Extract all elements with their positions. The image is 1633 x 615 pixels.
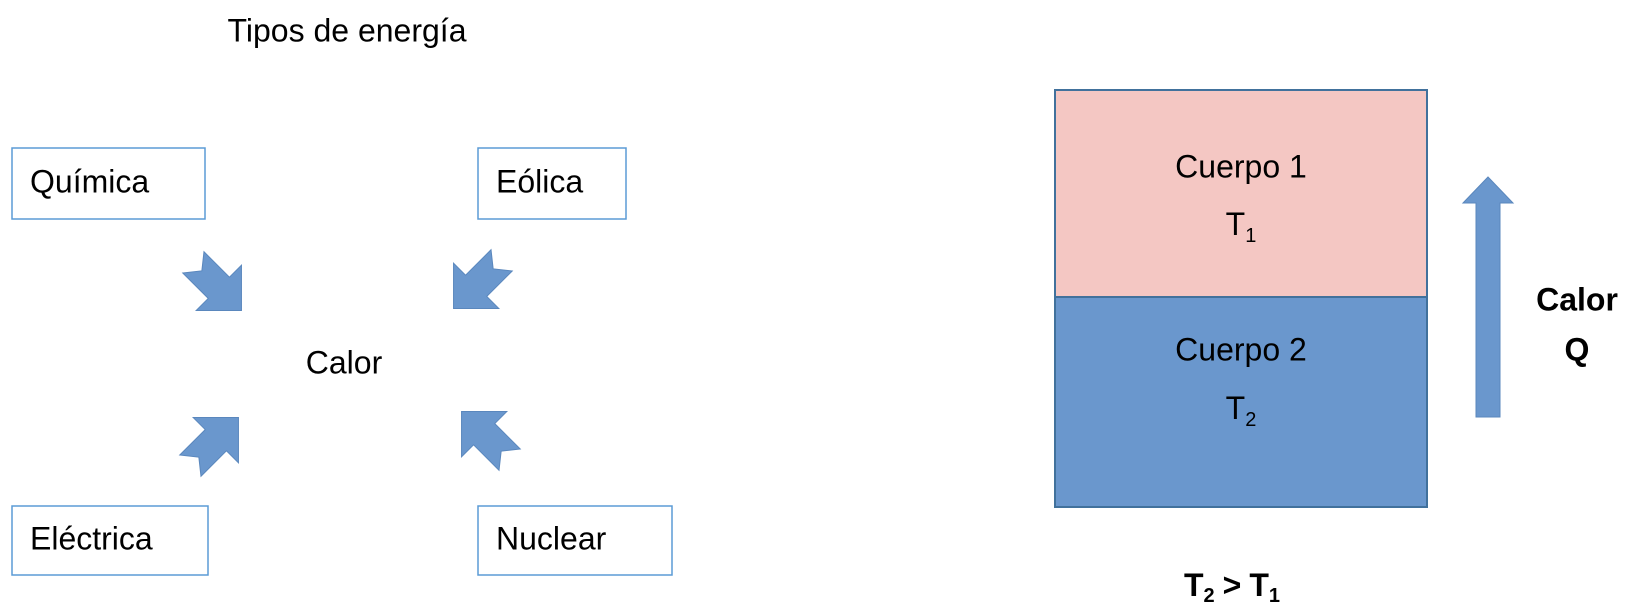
cond-symbol: T bbox=[1184, 567, 1204, 603]
flow-label: Calor bbox=[1536, 281, 1618, 317]
temp-symbol: T bbox=[1226, 390, 1246, 426]
arrow bbox=[181, 250, 242, 311]
body-label: Cuerpo 1 bbox=[1175, 148, 1307, 184]
arrow bbox=[453, 248, 514, 309]
body-label: Cuerpo 2 bbox=[1175, 331, 1307, 367]
temp-symbol: T bbox=[1226, 206, 1246, 242]
cond-sub: 2 bbox=[1204, 585, 1215, 607]
source-label: Química bbox=[30, 163, 149, 199]
source-label: Eólica bbox=[496, 163, 583, 199]
body-temp: T2 bbox=[1226, 390, 1257, 431]
body-hot bbox=[1054, 89, 1428, 298]
arrows bbox=[178, 248, 522, 478]
source-box bbox=[477, 147, 627, 220]
body-temp: T1 bbox=[1226, 206, 1257, 247]
source-box bbox=[477, 505, 673, 576]
title: Tipos de energía bbox=[228, 12, 467, 48]
temp-sub: 2 bbox=[1245, 409, 1256, 431]
heat-arrow bbox=[1461, 176, 1515, 418]
source-label: Eléctrica bbox=[30, 520, 153, 556]
condition: T2 > T1 bbox=[1184, 567, 1280, 607]
center-label: Calor bbox=[306, 344, 383, 380]
arrow bbox=[178, 417, 239, 478]
source-box bbox=[11, 505, 209, 576]
cond-operator: > bbox=[1223, 567, 1242, 603]
body-cold bbox=[1054, 296, 1428, 508]
source-box bbox=[11, 147, 206, 220]
arrow bbox=[461, 411, 522, 472]
source-label: Nuclear bbox=[496, 520, 607, 556]
flow-symbol: Q bbox=[1565, 331, 1590, 367]
cond-sub: 1 bbox=[1269, 585, 1280, 607]
cond-symbol: T bbox=[1249, 567, 1269, 603]
temp-sub: 1 bbox=[1245, 225, 1256, 247]
